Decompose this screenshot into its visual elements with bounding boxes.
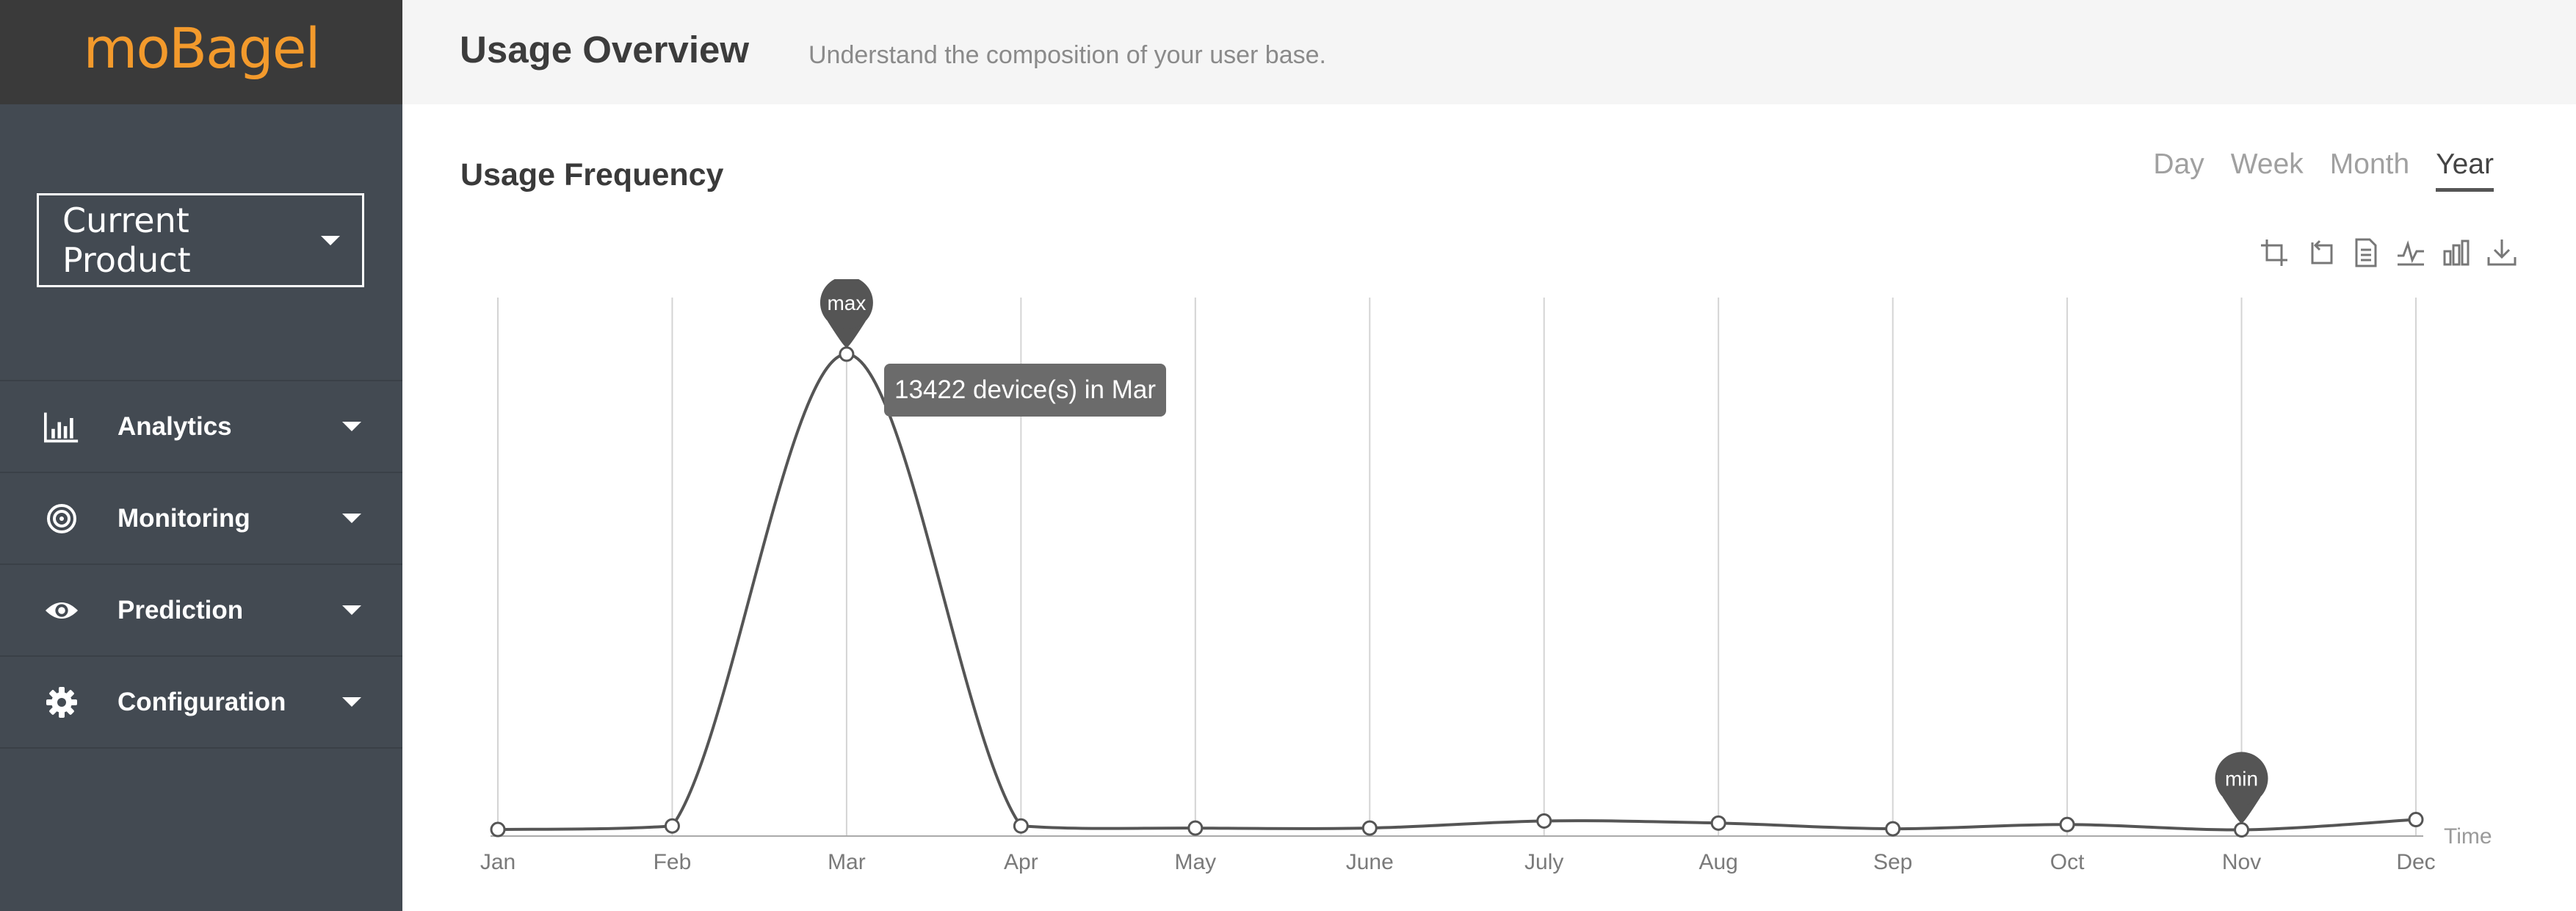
x-tick-label: Dec <box>2396 850 2435 874</box>
eye-icon <box>44 593 79 628</box>
sidebar-item-monitoring[interactable]: Monitoring <box>0 472 402 563</box>
data-point <box>490 821 506 838</box>
product-select[interactable]: Current Product <box>37 193 364 287</box>
sidebar-item-configuration[interactable]: Configuration <box>0 655 402 749</box>
chart-tooltip: 13422 device(s) in Mar <box>884 364 1166 417</box>
gear-icon <box>44 685 79 720</box>
x-tick-label: May <box>1174 850 1216 874</box>
chevron-down-icon <box>342 514 361 523</box>
data-point <box>1885 821 1901 837</box>
sidebar-item-label: Analytics <box>117 411 232 441</box>
usage-frequency-chart: Jan Feb Mar Apr May June July Aug Sep Oct Nov Dec Ti… <box>480 279 2492 874</box>
tab-day[interactable]: Day <box>2153 148 2204 180</box>
data-point <box>1187 820 1204 836</box>
bar-chart-icon <box>44 409 79 444</box>
chevron-down-icon <box>342 697 361 707</box>
marker-label: min <box>2225 768 2258 791</box>
download-icon[interactable] <box>2486 237 2518 269</box>
sidebar: moBagel Current Product Analytics <box>0 0 402 911</box>
sidebar-item-analytics[interactable]: Analytics <box>0 380 402 472</box>
chart-toolbox <box>2258 237 2518 269</box>
sidebar-nav: Analytics Monitoring Pre <box>0 380 402 749</box>
page-title: Usage Overview <box>460 29 750 71</box>
x-tick-label: Apr <box>1004 850 1038 874</box>
logo-bar: moBagel <box>0 0 402 104</box>
data-point <box>664 818 680 834</box>
x-axis-label: Time <box>2444 824 2492 849</box>
data-point <box>1013 818 1029 834</box>
data-point <box>2408 812 2424 828</box>
x-tick-label: Oct <box>2050 850 2085 874</box>
zoom-reset-icon[interactable] <box>2304 237 2336 269</box>
marker-pin <box>2215 752 2268 805</box>
data-point <box>2059 816 2075 832</box>
x-tick-label: Jan <box>480 850 515 874</box>
sidebar-item-prediction[interactable]: Prediction <box>0 563 402 655</box>
tab-week[interactable]: Week <box>2230 148 2304 180</box>
app-logo[interactable]: moBagel <box>83 15 320 81</box>
bar-chart-icon[interactable] <box>2440 237 2472 269</box>
chevron-down-icon <box>342 422 361 431</box>
page-header: Usage Overview Understand the compositio… <box>402 0 2576 104</box>
x-tick-label: Feb <box>654 850 692 874</box>
tab-year[interactable]: Year <box>2436 148 2494 192</box>
x-tick-label: Aug <box>1698 850 1737 874</box>
chevron-down-icon <box>342 605 361 615</box>
marker-pin-tail <box>827 321 866 348</box>
x-tick-label: Nov <box>2222 850 2261 874</box>
data-point <box>1710 815 1726 831</box>
data-point <box>839 346 855 362</box>
product-select-label: Current Product <box>62 201 191 280</box>
sidebar-item-label: Monitoring <box>117 503 250 533</box>
tab-month[interactable]: Month <box>2329 148 2410 180</box>
line-chart-icon[interactable] <box>2395 237 2427 269</box>
period-tabs: Day Week Month Year <box>2153 148 2494 192</box>
marker-label: max <box>827 292 866 314</box>
x-tick-label: Sep <box>1873 850 1912 874</box>
series-line <box>497 353 2417 832</box>
marker-pin <box>820 279 873 330</box>
zoom-icon[interactable] <box>2258 237 2290 269</box>
page-subtitle: Understand the composition of your user … <box>808 41 1326 69</box>
sidebar-item-label: Configuration <box>117 687 286 716</box>
x-tick-label: June <box>1346 850 1394 874</box>
data-view-icon[interactable] <box>2349 237 2381 269</box>
data-point <box>2234 822 2250 838</box>
data-point <box>1536 813 1552 829</box>
x-tick-label: July <box>1524 850 1563 874</box>
marker-pin-tail <box>2222 796 2261 824</box>
x-tick-label: Mar <box>828 850 866 874</box>
sidebar-item-label: Prediction <box>117 595 244 624</box>
section-title: Usage Frequency <box>460 157 724 192</box>
target-icon <box>44 501 79 536</box>
data-point <box>1361 820 1378 836</box>
chevron-down-icon <box>321 235 340 245</box>
